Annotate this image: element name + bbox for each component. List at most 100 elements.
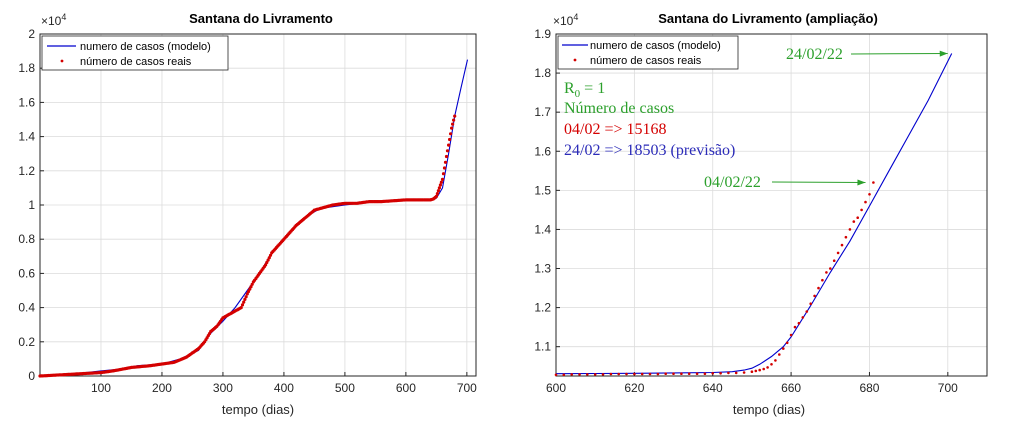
chart-left-x-tick-label: 500 (335, 381, 355, 395)
chart-right-x-tick-label: 600 (546, 381, 566, 395)
chart-left-real-point (442, 166, 447, 170)
chart-left-series-model-line (39, 59, 469, 377)
chart-right-real-point (789, 333, 793, 337)
chart-right-real-point (801, 316, 805, 319)
chart-right-real-point (648, 372, 652, 376)
chart-right-real-point (762, 367, 765, 371)
chart-left-real-point (440, 177, 445, 181)
chart-right-y-tick-label: 1.1 (534, 340, 551, 354)
chart-right-real-point (586, 373, 589, 376)
chart-right-legend-real-swatch (573, 58, 577, 62)
chart-right-real-point (758, 368, 761, 372)
chart-right-real-point (640, 372, 644, 376)
chart-left-real-point (249, 285, 253, 289)
chart-right-real-point (809, 302, 812, 306)
annotation-forecast-value: 24/02 => 18503 (previsão) (564, 142, 735, 159)
chart-left-x-tick-label: 700 (457, 381, 477, 395)
annotation-arrow-mid (771, 181, 866, 183)
chart-right-x-tick-label: 680 (859, 381, 879, 395)
chart-right-real-point (817, 286, 820, 290)
annotation-arrow-top-head (939, 50, 948, 57)
chart-right-real-point (860, 208, 863, 212)
chart-right-real-point (872, 181, 875, 184)
chart-right-y-tick-label: 1.9 (534, 27, 551, 41)
chart-right-x-tick-label: 700 (938, 381, 958, 395)
chart-left-x-tick-label: 300 (213, 381, 233, 395)
chart-right-legend-box (557, 35, 739, 70)
chart-left-ticks: 100 200 300 400 500 600 700 0 0.2 0.4 0.6 0.8 1 1.2 1.… (18, 27, 477, 395)
chart-right-title: Santana do Livramento (ampliação) (658, 11, 878, 26)
chart-right-real-point (856, 216, 859, 219)
chart-left-y-tick-label: 1 (28, 198, 35, 212)
chart-left-x-tick-label: 400 (274, 381, 294, 395)
chart-right-real-point (829, 267, 832, 270)
chart-left-real-point (245, 292, 249, 296)
chart-right-real-point (680, 372, 683, 376)
chart-right-ticks: 600 620 640 660 680 700 1.1 1.2 1.3 1.4 1.5 1.6 1.7 1… (534, 27, 958, 395)
chart-right-real-point (754, 369, 758, 373)
annotation-arrow-top (850, 53, 948, 55)
chart-right-legend-model: numero de casos (modelo) (590, 40, 721, 52)
chart-right-real-point (821, 278, 824, 282)
chart-right-real-point (778, 353, 781, 356)
chart-right-real-point (742, 371, 746, 374)
chart-right-data (554, 53, 953, 377)
chart-right-real-point (864, 200, 867, 204)
chart-right-real-point (687, 372, 691, 376)
chart-left-real-point (451, 122, 455, 126)
chart-left-real-point (439, 180, 443, 184)
chart-left-legend-model: numero de casos (modelo) (80, 41, 211, 53)
chart-left-real-point (434, 194, 438, 198)
chart-left-x-tick-label: 200 (152, 381, 172, 395)
chart-right-real-point (695, 372, 699, 376)
chart-right-real-point (562, 373, 566, 377)
chart-right-x-tick-label: 620 (624, 381, 644, 395)
chart-right: Santana do Livramento (ampliação) 600 620… (534, 11, 988, 417)
chart-left-real-point (448, 137, 452, 142)
chart-right-real-point (625, 372, 628, 376)
chart-right-real-point (734, 371, 738, 375)
chart-right-real-point (813, 294, 816, 298)
chart-left-y-tick-label: 0.6 (18, 266, 35, 280)
chart-right-real-point (766, 366, 769, 369)
chart-left-grid (40, 33, 476, 377)
chart-right-real-point (703, 372, 707, 376)
chart-right-real-point (840, 243, 844, 247)
chart-left-real-point (243, 297, 247, 301)
chart-left-legend-real: número de casos reais (80, 56, 192, 68)
chart-left-real-point (268, 253, 273, 257)
chart-right-y-tick-label: 1.4 (534, 222, 551, 236)
chart-left-real-point (436, 189, 440, 193)
chart-right-real-point (868, 193, 871, 196)
chart-left-real-point (452, 118, 456, 122)
chart-right-real-point (601, 373, 605, 376)
chart-left-legend: numero de casos (modelo) número de casos… (41, 35, 229, 71)
chart-left-real-point (450, 126, 454, 130)
chart-left-real-point (244, 295, 248, 299)
chart-left-x-axis-label: tempo (dias) (222, 402, 294, 417)
chart-right-legend: numero de casos (modelo) número de casos… (557, 35, 739, 70)
chart-right-real-point (785, 341, 789, 345)
chart-right-real-point (578, 373, 581, 376)
chart-left-x-tick-label: 100 (91, 381, 111, 395)
chart-left-x-tick-label: 600 (396, 381, 416, 395)
annotation-r0: R0 = 1 (564, 80, 605, 100)
chart-left-real-point (445, 149, 450, 153)
chart-right-real-point (664, 372, 667, 376)
chart-right-y-tick-label: 1.7 (534, 105, 551, 119)
annotation-arrow-mid-head (857, 179, 866, 186)
chart-left-real-point (441, 172, 446, 176)
chart-right-real-point (852, 220, 856, 223)
chart-right-real-point (570, 373, 573, 376)
chart-right-real-point (782, 347, 785, 350)
annotation-arrow-mid-label: 04/02/22 (704, 174, 761, 191)
chart-left-y-tick-label: 0.4 (18, 301, 35, 315)
chart-right-real-point (711, 372, 714, 375)
chart-right-real-point (554, 373, 558, 377)
chart-right-real-point (672, 372, 675, 376)
annotation-arrow-top-label: 24/02/22 (786, 46, 843, 63)
chart-left-real-point (267, 256, 271, 260)
chart-left-real-point (444, 154, 449, 159)
chart-right-real-point (848, 228, 852, 231)
annotation-casos-heading: Número de casos (564, 100, 674, 117)
